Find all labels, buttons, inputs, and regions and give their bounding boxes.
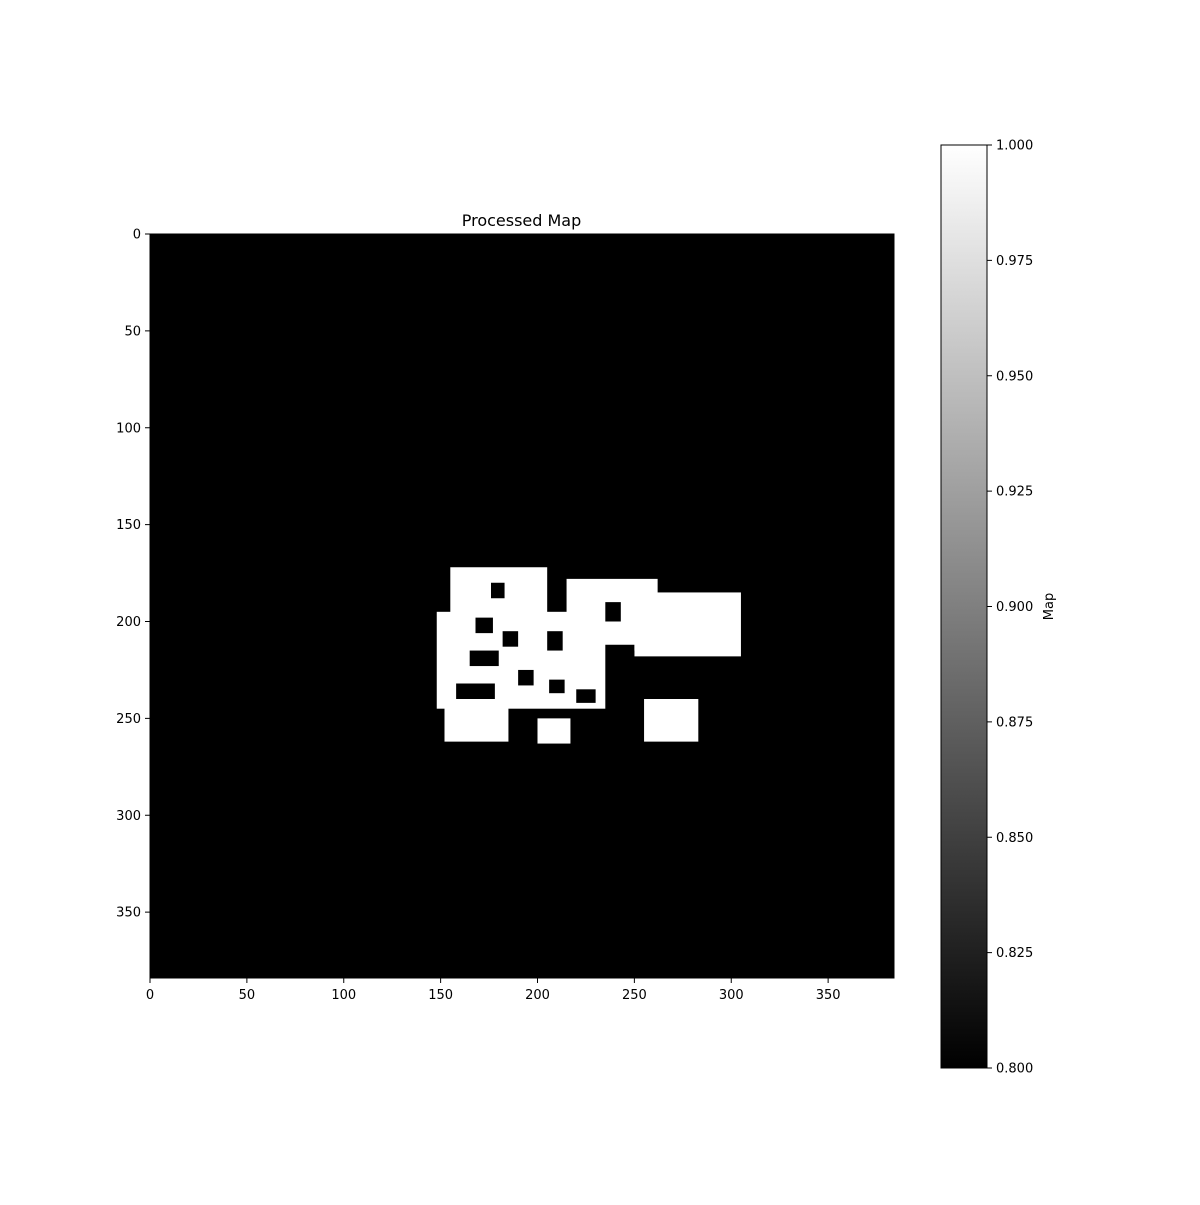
colorbar-tick-label: 0.900 <box>996 600 1033 615</box>
free-region-6 <box>644 699 699 742</box>
colorbar-tick-label: 0.850 <box>996 831 1033 846</box>
obstacle-region-8 <box>605 602 621 622</box>
x-tick-label: 100 <box>331 988 356 1003</box>
y-tick-label: 150 <box>116 518 141 533</box>
x-tick-label: 150 <box>428 988 453 1003</box>
x-tick-label: 200 <box>525 988 550 1003</box>
y-tick-label: 300 <box>116 809 141 824</box>
colorbar-tick-label: 0.925 <box>996 485 1033 500</box>
y-tick-label: 350 <box>116 906 141 921</box>
colorbar-label: Map <box>1042 593 1057 620</box>
obstacle-region-2 <box>502 631 519 647</box>
obstacle-region-3 <box>469 650 499 667</box>
obstacle-region-5 <box>549 679 565 694</box>
x-tick-label: 350 <box>816 988 841 1003</box>
colorbar-axis: 0.800 0.825 0.850 0.875 0.900 0.925 0.950 0.975… <box>987 139 1033 1077</box>
obstacle-region-10 <box>576 689 596 703</box>
colorbar-tick-label: 0.800 <box>996 1062 1033 1077</box>
obstacle-region-6 <box>456 683 495 699</box>
y-tick-label: 200 <box>116 615 141 630</box>
obstacle-region-0 <box>491 582 505 599</box>
plot-frame <box>149 233 895 979</box>
y-axis: 0 50 100 150 200 250 300 350 <box>116 228 150 921</box>
obstacle-region-4 <box>547 631 563 651</box>
colorbar-tick-label: 0.975 <box>996 254 1033 269</box>
free-space-layer <box>436 567 741 744</box>
free-region-4 <box>444 699 509 742</box>
obstacle-region-7 <box>518 669 534 686</box>
colorbar-tick-label: 1.000 <box>996 139 1033 154</box>
free-region-3 <box>634 592 741 657</box>
y-tick-label: 100 <box>116 421 141 436</box>
colorbar-tick-label: 0.875 <box>996 715 1033 730</box>
colorbar-tick-label: 0.825 <box>996 946 1033 961</box>
x-tick-label: 300 <box>719 988 744 1003</box>
x-tick-label: 250 <box>622 988 647 1003</box>
chart-title: Processed Map <box>462 211 582 230</box>
obstacle-region-1 <box>475 617 493 634</box>
x-tick-label: 0 <box>146 988 154 1003</box>
y-tick-label: 0 <box>133 228 141 243</box>
free-region-5 <box>537 718 571 744</box>
x-tick-label: 50 <box>239 988 256 1003</box>
colorbar-tick-label: 0.950 <box>996 369 1033 384</box>
y-tick-label: 250 <box>116 712 141 727</box>
colorbar <box>940 144 988 1069</box>
obstacle-layer <box>456 582 635 703</box>
y-tick-label: 50 <box>124 324 141 339</box>
x-axis: 0 50 100 150 200 250 300 350 <box>146 978 841 1003</box>
obstacle-region-9 <box>615 650 635 665</box>
